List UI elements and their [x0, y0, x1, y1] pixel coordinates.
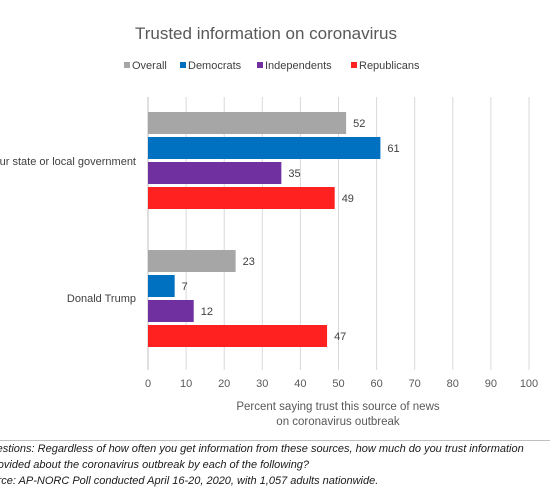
- legend-swatch: [257, 62, 263, 68]
- chart-notes: Questions: Regardless of how often you g…: [0, 441, 550, 489]
- chart-legend: Overall Democrats Independents Republicans: [124, 60, 420, 72]
- notes-divider: [0, 440, 550, 441]
- x-axis: 0 10 20 30 40 50 60 70 80 90 100: [145, 378, 538, 390]
- data-label: 7: [182, 281, 188, 293]
- question-note-line-2: provided about the coronavirus outbreak …: [0, 459, 310, 471]
- bar: [148, 137, 381, 159]
- chart-canvas: Trusted information on coronavirus Overa…: [0, 24, 538, 428]
- category-label: Your state or local government: [0, 156, 136, 168]
- x-tick-label: 90: [485, 378, 497, 390]
- x-tick-label: 40: [294, 378, 306, 390]
- legend-entry: Independents: [265, 60, 332, 72]
- x-tick-label: 100: [520, 378, 538, 390]
- data-label: 35: [288, 168, 300, 180]
- legend-swatch: [351, 62, 357, 68]
- data-label: 47: [334, 331, 346, 343]
- x-tick-label: 20: [218, 378, 230, 390]
- x-tick-label: 80: [447, 378, 459, 390]
- x-tick-label: 70: [409, 378, 421, 390]
- legend-entry: Overall: [132, 60, 167, 72]
- bar: [148, 275, 175, 297]
- x-tick-label: 0: [145, 378, 151, 390]
- category-label: Donald Trump: [67, 293, 136, 305]
- chart-bars: 52 61 35 49 23 7 12 47: [148, 112, 400, 347]
- legend-entry: Republicans: [359, 60, 420, 72]
- x-tick-label: 50: [332, 378, 344, 390]
- bar: [148, 325, 328, 347]
- bar: [148, 300, 194, 322]
- x-tick-label: 60: [370, 378, 382, 390]
- question-note-line-1: Questions: Regardless of how often you g…: [0, 443, 524, 455]
- data-label: 61: [387, 143, 399, 155]
- category-labels: Your state or local government Donald Tru…: [0, 156, 136, 305]
- legend-swatch: [180, 62, 186, 68]
- bar: [148, 112, 347, 134]
- bar: [148, 250, 236, 272]
- bar: [148, 162, 282, 184]
- source-note: Source: AP-NORC Poll conducted April 16-…: [0, 475, 379, 487]
- data-label: 52: [353, 118, 365, 130]
- x-axis-title-line-1: Percent saying trust this source of news: [236, 401, 440, 413]
- bar: [148, 187, 335, 209]
- chart-title: Trusted information on coronavirus: [135, 24, 397, 43]
- data-label: 49: [342, 193, 354, 205]
- x-tick-label: 30: [256, 378, 268, 390]
- legend-entry: Democrats: [188, 60, 242, 72]
- legend-swatch: [124, 62, 130, 68]
- data-label: 12: [201, 306, 213, 318]
- data-label: 23: [243, 256, 255, 268]
- x-tick-label: 10: [180, 378, 192, 390]
- x-axis-title-line-2: on coronavirus outbreak: [276, 416, 400, 428]
